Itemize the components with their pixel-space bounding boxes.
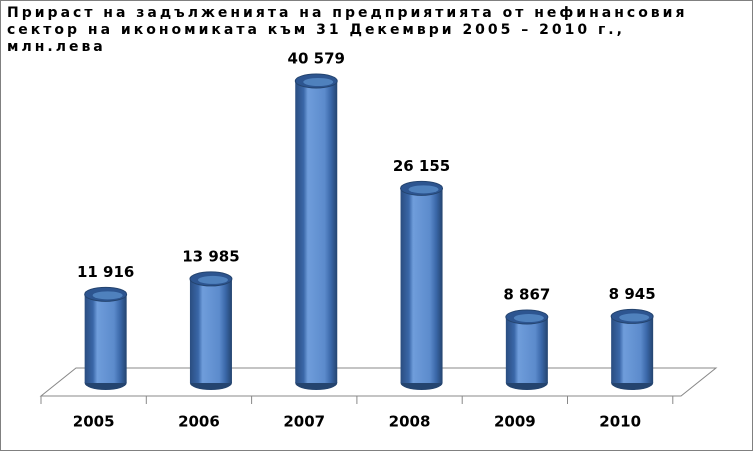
value-label: 26 155 xyxy=(393,157,450,175)
bar xyxy=(84,294,127,383)
x-tick-label: 2008 xyxy=(389,413,431,431)
cylinder-top-inner xyxy=(92,291,123,300)
chart-title: Прираст на задълженията на предприятията… xyxy=(7,5,688,55)
value-label: 13 985 xyxy=(182,247,239,265)
bar xyxy=(505,317,548,383)
bar xyxy=(400,188,443,383)
x-tick-label: 2009 xyxy=(494,413,536,431)
value-label: 40 579 xyxy=(288,50,345,68)
value-label: 8 867 xyxy=(503,286,550,304)
cylinder-top-inner xyxy=(303,78,334,86)
cylinder-top-inner xyxy=(197,275,228,284)
bar xyxy=(611,316,654,383)
bar xyxy=(189,278,232,383)
x-tick-label: 2006 xyxy=(178,413,220,431)
x-tick-label: 2010 xyxy=(599,413,641,431)
cylinder-top-inner xyxy=(408,185,439,194)
x-tick-label: 2005 xyxy=(73,413,115,431)
cylinder-top-inner xyxy=(619,313,650,322)
x-tick-label: 2007 xyxy=(283,413,325,431)
bar xyxy=(295,81,338,383)
value-label: 8 945 xyxy=(609,285,656,303)
value-label: 11 916 xyxy=(77,263,134,281)
cylinder-top-inner xyxy=(513,314,544,323)
